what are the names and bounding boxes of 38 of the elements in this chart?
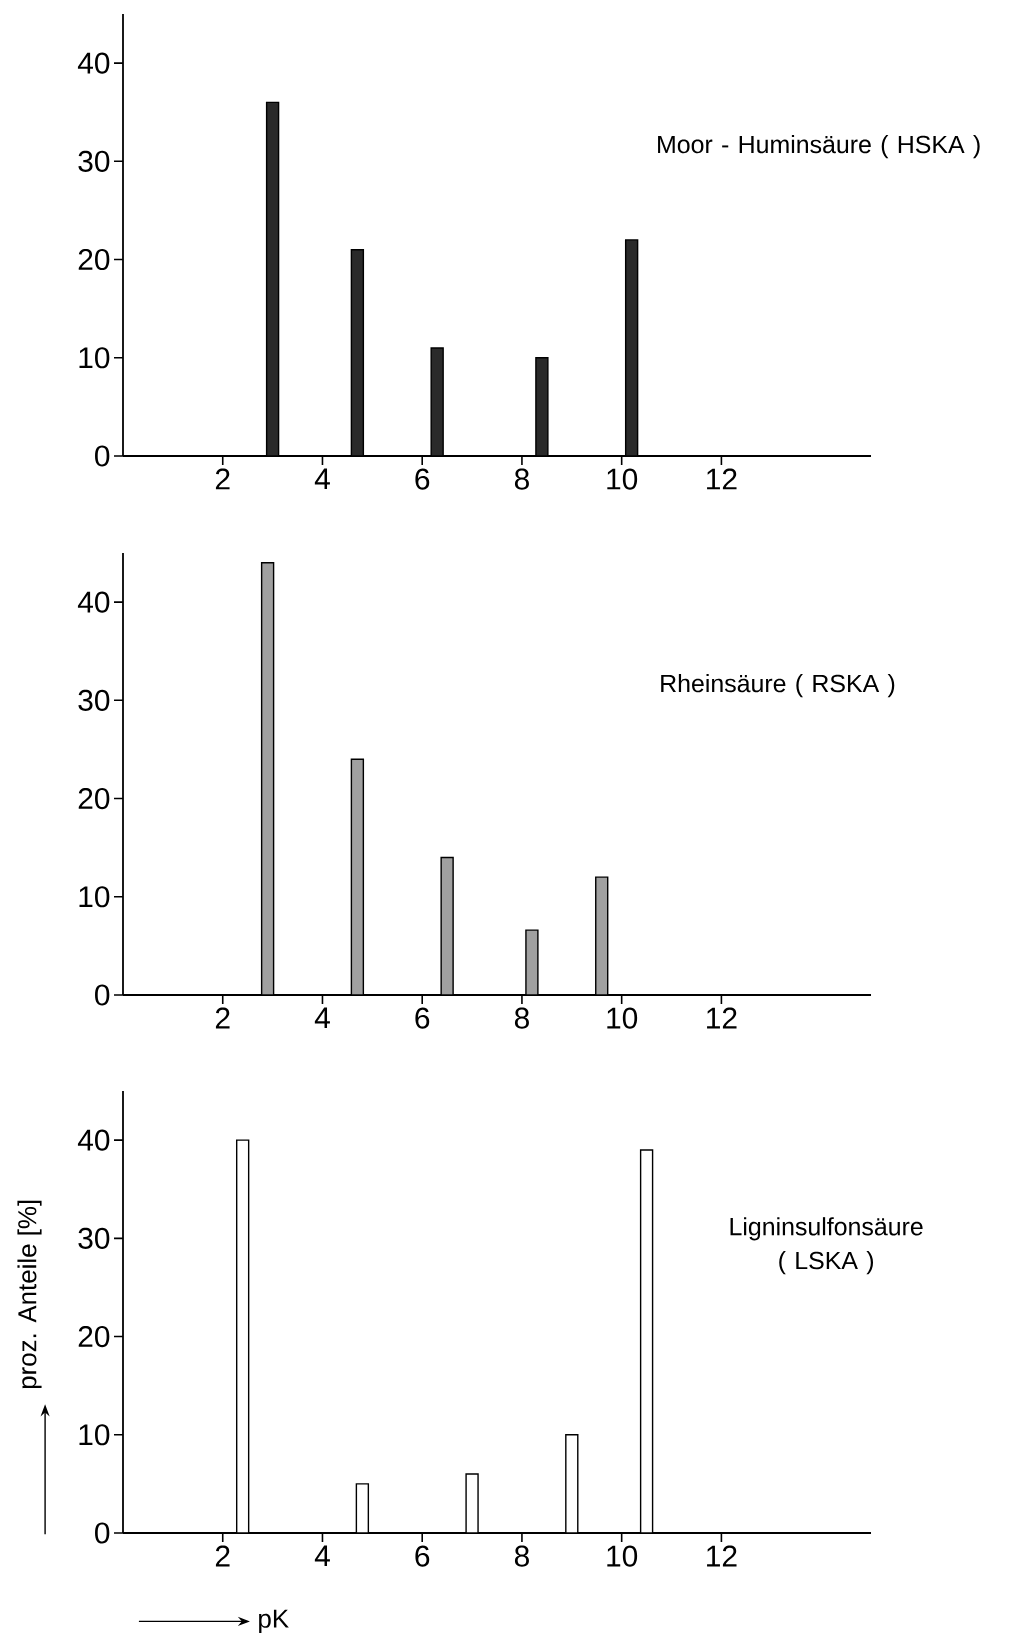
x-tick-label: 10	[607, 1545, 638, 1567]
y-tick-label: 10	[79, 1424, 110, 1446]
y-tick-label: 0	[95, 984, 110, 1006]
x-tick-label: 4	[314, 1545, 330, 1567]
x-tick-label: 12	[707, 468, 737, 490]
y-tick-label: 0	[95, 1522, 110, 1544]
y-tick-label: 20	[78, 248, 110, 271]
x-tick-label: 6	[415, 1007, 430, 1029]
y-axis-title: proz. Anteile [%]	[17, 1200, 42, 1389]
x-tick-label: 8	[514, 468, 529, 490]
x-axis-title: pK	[259, 1609, 289, 1633]
y-tick-label: 40	[77, 591, 110, 613]
x-tick-label: 10	[607, 468, 638, 490]
x-tick-label: 2	[215, 1007, 230, 1029]
y-tick-label: 20	[78, 787, 110, 810]
y-tick-label: 30	[78, 1227, 110, 1249]
x-tick-label: 2	[215, 468, 230, 490]
x-tick-label: 6	[415, 1545, 430, 1567]
y-tick-label: 30	[78, 150, 110, 172]
x-tick-label: 8	[514, 1007, 529, 1029]
y-tick-label: 30	[78, 689, 110, 711]
text: Rheinsäure ( RSKA )	[661, 673, 895, 698]
x-tick-label: 10	[607, 1007, 638, 1029]
y-tick-label: 10	[79, 886, 110, 908]
x-tick-label: 8	[514, 1545, 529, 1567]
y-tick-label: 0	[95, 445, 110, 467]
x-tick-label: 4	[314, 1007, 330, 1029]
y-tick-label: 40	[77, 1129, 110, 1151]
y-tick-label: 10	[79, 347, 110, 369]
x-tick-label: 12	[707, 1007, 737, 1029]
text: Ligninsulfonsäure ( LSKA )	[730, 1217, 923, 1275]
x-tick-label: 2	[215, 1545, 230, 1567]
x-tick-label: 4	[314, 468, 330, 490]
y-tick-label: 20	[78, 1325, 110, 1348]
text: Moor - Huminsäure ( HSKA )	[658, 134, 980, 159]
x-tick-label: 12	[707, 1545, 737, 1567]
y-tick-label: 40	[77, 52, 110, 74]
x-tick-label: 6	[415, 468, 430, 490]
